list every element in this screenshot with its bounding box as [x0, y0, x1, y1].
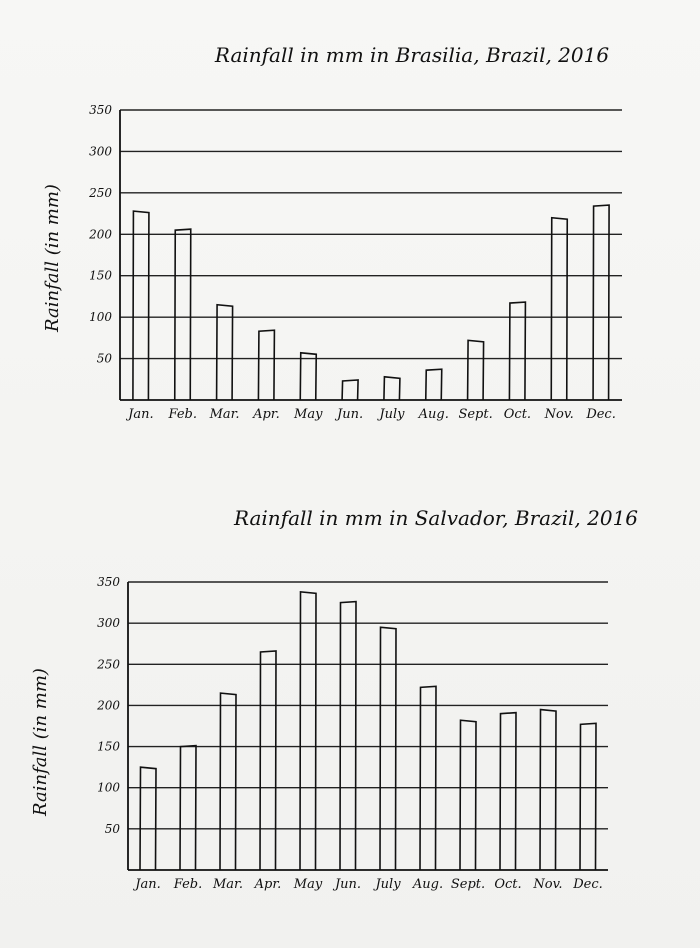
bar-may — [299, 590, 317, 871]
bar-nov — [550, 216, 569, 401]
x-tick-label: July — [372, 877, 401, 892]
bar-jan — [139, 766, 157, 871]
bar-nov — [539, 708, 557, 871]
y-tick-label: 150 — [89, 269, 112, 283]
bar-sept — [466, 339, 485, 401]
bar-sept — [459, 719, 477, 871]
x-tick-label: Sept. — [451, 877, 485, 892]
x-tick-label: Jun. — [334, 407, 363, 422]
y-tick-label: 100 — [89, 310, 112, 324]
x-tick-label: Jan. — [125, 407, 153, 422]
y-tick-label: 50 — [105, 822, 121, 836]
bar-dec — [579, 722, 597, 871]
bar-july — [379, 626, 397, 871]
x-tick-label: Aug. — [418, 407, 449, 422]
x-tick-label: July — [376, 407, 405, 422]
x-tick-label: Dec. — [585, 407, 616, 422]
y-tick-label: 150 — [97, 740, 120, 754]
chart-salvador: Rainfall in mm in Salvador, Brazil, 2016… — [30, 506, 638, 892]
y-tick-label: 100 — [97, 781, 120, 795]
x-tick-label: Apr. — [252, 407, 280, 422]
y-tick-label: 250 — [96, 657, 120, 671]
bar-apr — [259, 650, 277, 871]
bar-feb — [173, 228, 192, 401]
y-tick-label: 300 — [97, 616, 120, 630]
bar-aug — [419, 685, 437, 871]
y-tick-label: 200 — [96, 698, 120, 712]
x-tick-label: May — [293, 407, 323, 422]
chart-title: Rainfall in mm in Brasilia, Brazil, 2016 — [214, 43, 609, 67]
y-tick-label: 200 — [88, 227, 112, 241]
y-tick-label: 50 — [97, 352, 113, 366]
x-tick-label: Nov. — [532, 877, 562, 892]
x-tick-label: Aug. — [412, 877, 443, 892]
chart-title: Rainfall in mm in Salvador, Brazil, 2016 — [233, 506, 638, 530]
x-tick-label: Mar. — [212, 877, 243, 892]
x-tick-label: Feb. — [173, 877, 202, 892]
x-tick-label: Oct. — [504, 407, 531, 422]
bar-may — [299, 351, 318, 401]
x-tick-label: Dec. — [572, 877, 603, 892]
x-tick-label: Nov. — [544, 407, 574, 422]
bar-jun — [341, 379, 359, 401]
bar-jan — [132, 210, 150, 401]
bar-oct — [499, 711, 517, 871]
x-tick-label: Feb. — [168, 407, 197, 422]
bar-mar — [215, 303, 234, 401]
bar-apr — [257, 329, 276, 401]
y-tick-label: 250 — [88, 186, 112, 200]
y-tick-label: 300 — [89, 144, 112, 158]
bar-dec — [592, 204, 610, 401]
bar-aug — [424, 368, 443, 401]
x-tick-label: May — [293, 877, 323, 892]
x-tick-label: Oct. — [494, 877, 521, 892]
bar-jun — [339, 600, 357, 871]
x-tick-label: Apr. — [254, 877, 282, 892]
y-axis-label: Rainfall (in mm) — [42, 184, 63, 333]
x-tick-label: Sept. — [458, 407, 492, 422]
y-tick-label: 350 — [89, 103, 112, 117]
bar-july — [383, 375, 401, 401]
x-tick-label: Jun. — [332, 877, 361, 892]
x-tick-label: Jan. — [132, 877, 160, 892]
y-axis-label: Rainfall (in mm) — [30, 668, 51, 817]
y-tick-label: 350 — [97, 575, 120, 589]
bar-oct — [508, 301, 527, 401]
bar-mar — [219, 692, 237, 871]
x-tick-label: Mar. — [209, 407, 240, 422]
chart-brasilia: Rainfall in mm in Brasilia, Brazil, 2016… — [42, 43, 622, 422]
bar-feb — [179, 744, 197, 871]
